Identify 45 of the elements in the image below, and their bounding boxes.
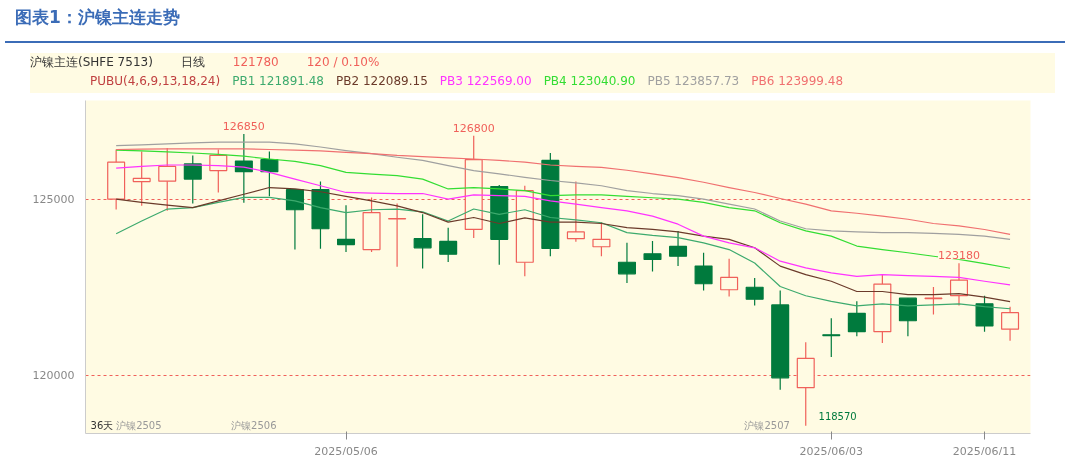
x-tick-label: 2025/06/03 (799, 444, 863, 455)
candlestick (847, 300, 866, 337)
annotation: 沪镍2507 (744, 419, 790, 431)
candlestick (694, 252, 713, 292)
text: PB4 123040.90 (543, 74, 636, 88)
candlestick (336, 204, 356, 253)
candlestick (720, 258, 739, 298)
candlestick (183, 154, 202, 204)
annotation: 沪镍2506 (231, 419, 277, 431)
candlestick (669, 230, 688, 267)
y-tick-label: 125000 (32, 193, 75, 207)
candlestick (388, 202, 407, 268)
annotation: 118570 (818, 410, 857, 422)
text: PUBU(4,6,9,13,18,24) (90, 74, 221, 88)
text: PB2 122089.15 (336, 74, 428, 88)
annotation: 123180 (937, 249, 980, 263)
candlestick (260, 151, 279, 197)
y-tick-label: 120000 (32, 369, 75, 383)
candlestick (413, 213, 432, 270)
candlestick (898, 297, 917, 337)
text: 日线 (180, 55, 205, 69)
annotation: 沪镍2505 (116, 419, 162, 431)
candlestick (822, 317, 841, 358)
text: PB1 121891.48 (232, 74, 324, 88)
text: 沪镍主连(SHFE 7513) (30, 55, 153, 69)
text: 121780 (232, 55, 279, 69)
text: 120 / 0.10% (306, 55, 380, 69)
annotation: 36天 (90, 419, 114, 431)
candlestick (234, 133, 253, 204)
candlestick (617, 242, 636, 284)
candlestick (643, 240, 662, 272)
candlestick (975, 295, 994, 333)
text: PB3 122569.00 (439, 74, 532, 88)
candlestick (745, 277, 764, 307)
annotation: 126800 (452, 121, 495, 135)
x-tick-label: 2025/05/06 (314, 444, 378, 455)
candlestick (1001, 306, 1020, 342)
x-tick-label: 2025/06/11 (952, 444, 1017, 455)
annotation: 126850 (222, 119, 265, 133)
line-series (115, 149, 1011, 269)
candlestick (439, 227, 458, 263)
text: PB5 123857.73 (647, 74, 740, 88)
chart-title: 图表1：沪镍主连走势 (15, 6, 180, 29)
text: PB6 123999.48 (751, 74, 844, 88)
candlestick (592, 221, 611, 257)
